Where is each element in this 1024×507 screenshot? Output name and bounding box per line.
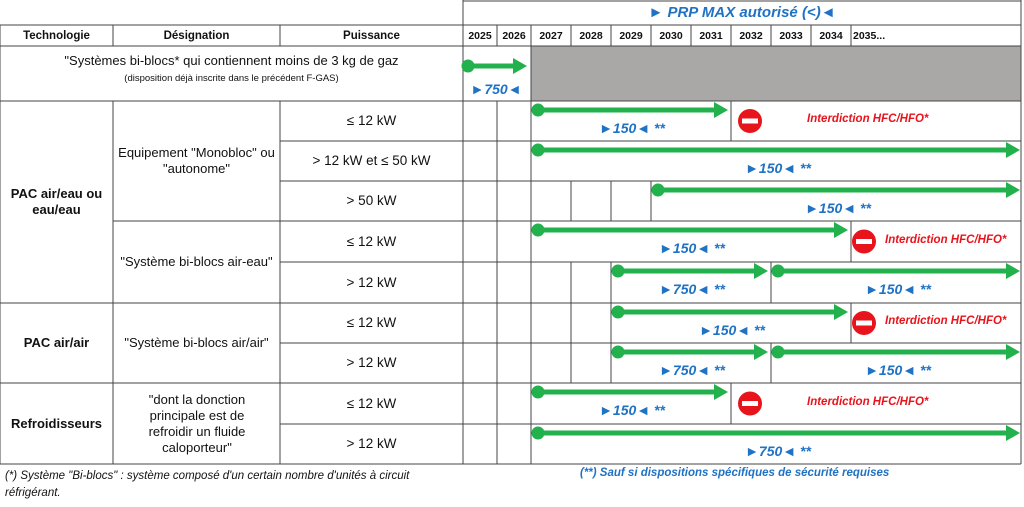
first-row-prp-label: ►750◄ xyxy=(470,81,522,97)
prp-label: ►150◄ ** xyxy=(805,200,871,216)
arrow-head xyxy=(714,384,728,400)
year-header: 2032 xyxy=(739,29,763,42)
arrow-start-dot xyxy=(771,264,785,278)
arrow-start-dot xyxy=(611,264,625,278)
designation-bibloc-air-eau: "Système bi-blocs air-eau" xyxy=(120,254,273,269)
prp-label: ►150◄ ** xyxy=(745,160,811,176)
no-entry-bar xyxy=(742,401,758,406)
arrow-start-dot xyxy=(651,183,665,197)
power-cell: ≤ 12 kW xyxy=(346,113,397,128)
arrow-head xyxy=(834,304,848,320)
arrow-head xyxy=(1006,142,1020,158)
arrow-head xyxy=(834,222,848,238)
prp-label: ►750◄ ** xyxy=(745,443,811,459)
arrow-start-dot xyxy=(531,103,545,117)
tech-refroidisseurs: Refroidisseurs xyxy=(10,415,103,431)
power-cell: ≤ 12 kW xyxy=(346,395,397,411)
designation-refroidisseur: "dont la donction principale est de refr… xyxy=(148,391,246,455)
ban-text: Interdiction HFC/HFO* xyxy=(807,395,929,408)
year-header: 2034 xyxy=(819,29,843,42)
footnote-bibloc: (*) Système "Bi-blocs" : système composé… xyxy=(5,470,410,499)
prp-label: ►150◄ ** xyxy=(865,281,931,297)
year-header: 2027 xyxy=(539,29,563,42)
arrow-start-dot xyxy=(531,385,545,399)
arrow-head xyxy=(1006,425,1020,441)
power-cell: ≤ 12 kW xyxy=(346,233,397,249)
unavailable-period xyxy=(531,46,1021,101)
arrow-start-dot xyxy=(531,143,545,157)
first-row-title: "Systèmes bi-blocs* qui contiennent moin… xyxy=(64,53,399,68)
ban-text: Interdiction HFC/HFO* xyxy=(807,113,929,125)
prp-label: ►150◄ ** xyxy=(599,402,665,418)
power-cell: > 12 kW xyxy=(346,274,397,290)
prp-label: ►150◄ ** xyxy=(659,240,725,256)
arrow-head xyxy=(1006,263,1020,279)
designation-bibloc-air-air: "Système bi-blocs air/air" xyxy=(124,335,269,350)
prp-label: ►750◄ ** xyxy=(659,281,725,297)
col-header-power: Puissance xyxy=(343,29,400,42)
arrow-head xyxy=(754,263,768,279)
col-header-designation: Désignation xyxy=(163,29,230,42)
tech-pac-air-eau: PAC air/eau ou eau/eau xyxy=(10,186,103,217)
year-header: 2029 xyxy=(619,29,643,42)
arrow-head xyxy=(714,102,728,118)
power-cell: > 12 kW xyxy=(346,436,397,451)
footnote-securite: (**) Sauf si dispositions spécifiques de… xyxy=(580,467,890,479)
year-header: 2025 xyxy=(468,29,492,42)
ban-text: Interdiction HFC/HFO* xyxy=(885,315,1007,327)
year-header: 2033 xyxy=(779,29,803,42)
no-entry-bar xyxy=(856,320,872,326)
prp-label: ►750◄ ** xyxy=(659,362,725,378)
power-cell: > 12 kW et ≤ 50 kW xyxy=(312,153,431,168)
first-row-note: (disposition déjà inscrite dans le précé… xyxy=(124,73,339,84)
ban-text: Interdiction HFC/HFO* xyxy=(885,233,1007,246)
prp-label: ►150◄ ** xyxy=(865,362,931,378)
year-header: 2035... xyxy=(853,29,886,42)
no-entry-bar xyxy=(742,118,758,124)
year-header: 2030 xyxy=(659,29,683,42)
arrow-head xyxy=(1006,344,1020,360)
prp-label: ►150◄ ** xyxy=(599,120,665,136)
arrow-head xyxy=(1006,182,1020,198)
year-header: 2028 xyxy=(579,29,603,42)
year-header: 2031 xyxy=(699,29,723,42)
arrow-head xyxy=(513,58,527,74)
prp-label: ►150◄ ** xyxy=(699,322,765,338)
power-cell: ≤ 12 kW xyxy=(346,315,397,330)
col-header-tech: Technologie xyxy=(23,29,90,42)
arrow-start-dot xyxy=(531,426,545,440)
arrow-head xyxy=(754,344,768,360)
arrow-start-dot xyxy=(611,305,625,319)
arrow-start-dot xyxy=(461,59,475,73)
no-entry-bar xyxy=(856,239,872,244)
power-cell: > 50 kW xyxy=(346,193,397,208)
power-cell: > 12 kW xyxy=(346,355,397,370)
arrow-start-dot xyxy=(611,345,625,359)
arrow-start-dot xyxy=(531,223,545,237)
designation-monobloc: Equipement "Monobloc" ou "autonome" xyxy=(118,145,275,176)
tech-pac-air-air: PAC air/air xyxy=(23,335,90,350)
prp-title: ► PRP MAX autorisé (<)◄ xyxy=(648,3,836,21)
arrow-start-dot xyxy=(771,345,785,359)
year-header: 2026 xyxy=(502,29,526,42)
